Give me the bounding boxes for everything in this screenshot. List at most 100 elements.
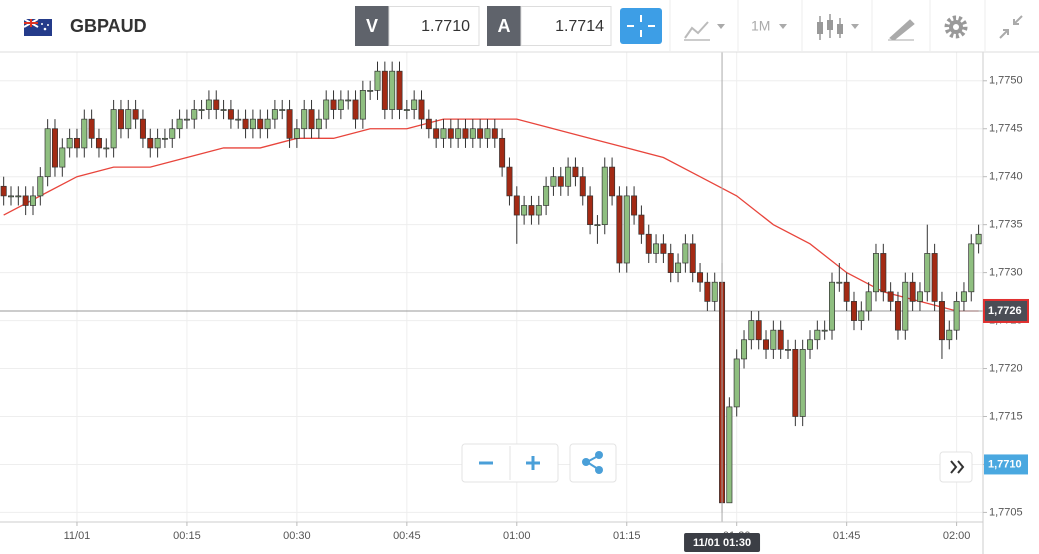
- y-tick-label: 1,7730: [989, 267, 1023, 279]
- collapse-button[interactable]: [999, 15, 1023, 39]
- candle-body: [59, 147, 66, 168]
- candle-body: [139, 118, 146, 139]
- candle-body: [543, 185, 550, 206]
- candle-body: [0, 185, 7, 197]
- crosshair-icon: [627, 15, 655, 37]
- candle-body: [579, 176, 586, 197]
- timeframe[interactable]: 1M: [751, 18, 770, 34]
- candle-body: [821, 329, 828, 332]
- bid-marker-label: 1,7710: [988, 458, 1022, 470]
- candle-body: [594, 224, 601, 227]
- candle-body: [513, 195, 520, 216]
- candle-body: [381, 70, 388, 110]
- bid-button[interactable]: [355, 6, 389, 46]
- candle-body: [264, 118, 271, 130]
- candle-body: [51, 128, 58, 168]
- symbol: GBPAUD: [70, 16, 147, 36]
- candle-body: [829, 281, 835, 331]
- ask-box[interactable]: [520, 6, 612, 46]
- ask-price: 1.7714: [555, 18, 604, 35]
- candle-body: [315, 118, 322, 130]
- candle-body: [95, 137, 102, 149]
- candle-body: [103, 147, 110, 150]
- candle-body: [147, 137, 154, 149]
- candle-body: [330, 99, 337, 110]
- candle-body: [587, 195, 594, 226]
- last-price-marker: [983, 298, 1029, 323]
- candle-body: [73, 137, 80, 149]
- share-button[interactable]: [582, 451, 603, 474]
- candle-body: [411, 99, 418, 110]
- candle-body: [323, 99, 330, 120]
- candle-body: [741, 339, 748, 360]
- candle-body: [748, 320, 755, 341]
- candle-body: [931, 253, 938, 302]
- candle-body: [117, 109, 124, 130]
- candle-body: [15, 195, 22, 198]
- zoom-in-button[interactable]: [526, 456, 540, 470]
- candle-body: [924, 253, 931, 293]
- candle-body: [675, 262, 682, 273]
- candle-body: [286, 109, 293, 139]
- candle-body: [198, 109, 205, 111]
- candle-body: [777, 329, 784, 350]
- zoom-controls: [461, 443, 973, 483]
- candle-body: [843, 281, 850, 302]
- candle-body: [953, 301, 960, 331]
- candle-body: [433, 128, 440, 139]
- bid-price: 1.7710: [421, 18, 470, 35]
- candle-body: [29, 195, 36, 206]
- candle-body: [887, 291, 894, 302]
- candle-body: [425, 118, 432, 130]
- candle-body: [477, 128, 484, 139]
- last-price-label: 1,7726: [988, 305, 1022, 317]
- candle-body: [469, 128, 476, 139]
- candle-body: [535, 205, 542, 216]
- settings-button[interactable]: [944, 15, 968, 39]
- candle-body: [66, 137, 73, 149]
- candle-body: [249, 118, 256, 130]
- candle-body: [374, 70, 381, 91]
- candle-body: [565, 166, 572, 187]
- candle-body: [667, 253, 674, 273]
- candle-body: [447, 128, 454, 139]
- candle-body: [22, 195, 29, 206]
- candle-body: [850, 301, 857, 321]
- candle-body: [183, 118, 190, 121]
- candle-body: [271, 109, 278, 120]
- bid-box[interactable]: [388, 6, 480, 46]
- candle-body: [455, 128, 462, 139]
- candle-body: [169, 128, 176, 139]
- candle-style-button[interactable]: [817, 14, 859, 40]
- candle-body: [653, 243, 660, 254]
- crosshair-label: 11/01 01:30: [693, 537, 751, 549]
- candle-body: [682, 243, 689, 264]
- x-tick-label: 11/01: [64, 530, 91, 542]
- draw-button[interactable]: [888, 19, 915, 41]
- x-tick-label: 01:15: [613, 530, 641, 542]
- candle-body: [638, 214, 645, 235]
- candle-body: [916, 291, 923, 302]
- candle-body: [799, 348, 806, 417]
- candle-body: [279, 109, 286, 111]
- ask-label: A: [498, 16, 511, 36]
- candle-body: [418, 99, 425, 120]
- chart-type-button[interactable]: [684, 21, 725, 41]
- crosshair-label-bg: [684, 533, 761, 552]
- candle-body: [550, 176, 557, 187]
- ask-button[interactable]: [487, 6, 521, 46]
- x-tick-label: 01:00: [503, 530, 531, 542]
- candle-body: [154, 137, 161, 149]
- y-tick-label: 1,7735: [989, 219, 1023, 231]
- candle-body: [960, 291, 967, 302]
- candle-body: [975, 233, 982, 245]
- candle-body: [880, 253, 887, 293]
- candle-body: [161, 137, 168, 140]
- candle-body: [403, 109, 410, 111]
- candle-body: [792, 348, 799, 417]
- y-tick-label: 1,7705: [989, 506, 1023, 518]
- candle-body: [858, 310, 865, 321]
- crosshair-button[interactable]: [620, 8, 662, 44]
- x-tick-label: 02:00: [943, 530, 971, 542]
